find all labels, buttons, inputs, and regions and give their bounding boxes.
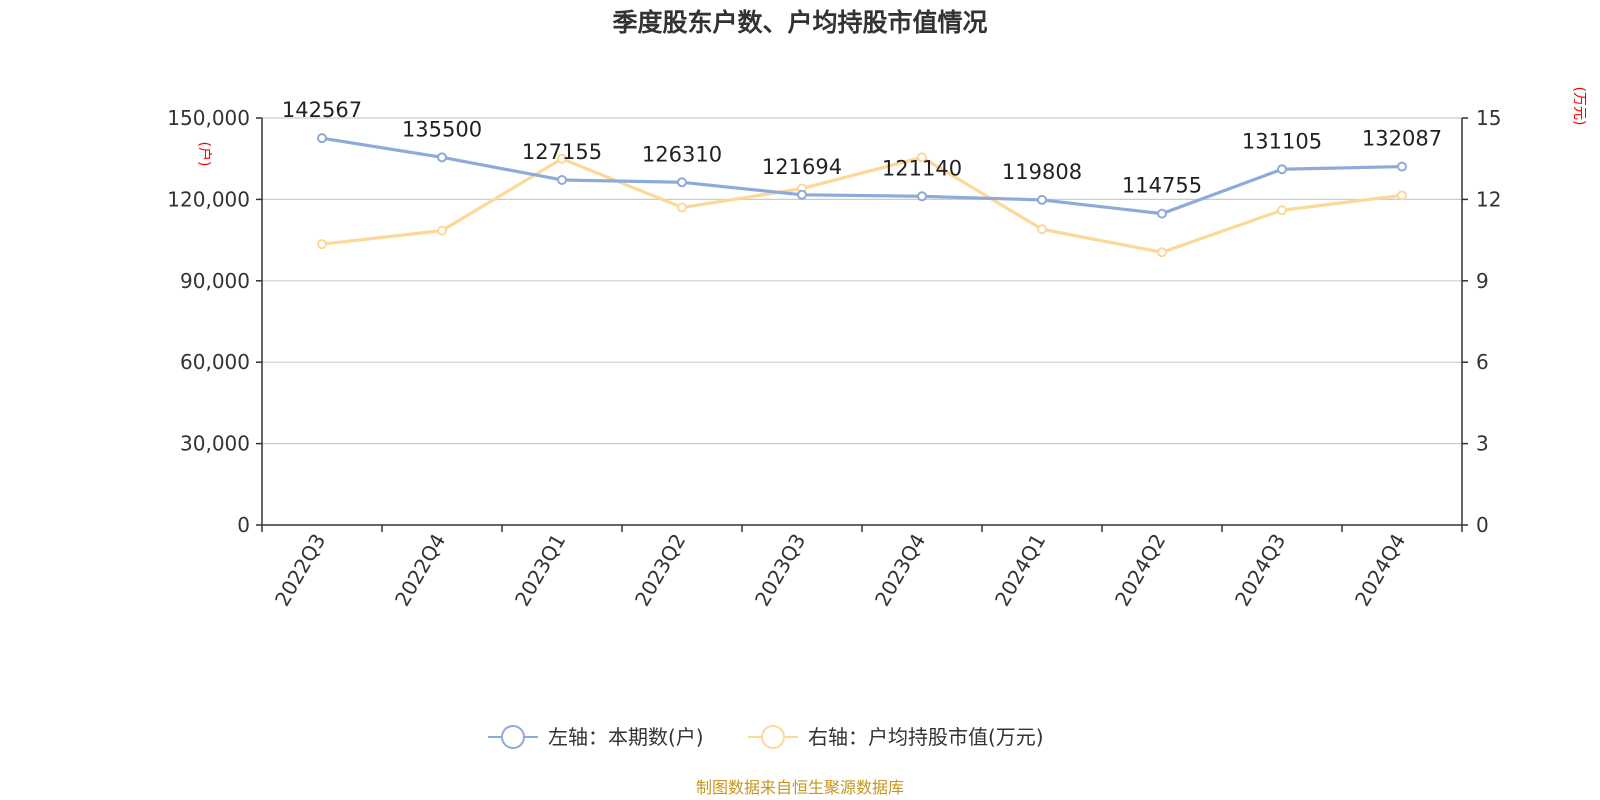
left-tick-label: 30,000 (180, 432, 250, 456)
left-series-point (1037, 194, 1047, 205)
right-series-point (677, 202, 687, 213)
left-tick-label: 150,000 (167, 106, 250, 130)
legend-label: 左轴：本期数(户) (548, 725, 704, 749)
right-series-point (917, 152, 927, 163)
left-series-point (917, 191, 927, 202)
data-label: 135500 (402, 117, 482, 141)
right-tick-label: 9 (1476, 269, 1489, 293)
right-tick-label: 12 (1476, 187, 1501, 211)
legend: 左轴：本期数(户) 右轴：户均持股市值(万元) (488, 725, 1044, 749)
data-label: 142567 (282, 98, 362, 122)
x-tick-label: 2024Q4 (1350, 530, 1410, 611)
left-tick-label: 120,000 (167, 187, 250, 211)
left-tick-label: 0 (237, 513, 250, 537)
x-tick-label: 2024Q3 (1230, 530, 1290, 611)
data-label: 126310 (642, 142, 722, 166)
data-label: 121694 (762, 155, 842, 179)
left-tick-label: 60,000 (180, 350, 250, 374)
grid-lines (262, 117, 1462, 445)
x-tick-label: 2022Q3 (270, 530, 330, 611)
right-axis-unit: (万元) (1571, 87, 1587, 126)
left-series-point (557, 174, 567, 185)
x-tick-label: 2023Q4 (870, 530, 930, 611)
right-series-line (321, 155, 1403, 254)
right-tick-label: 0 (1476, 513, 1489, 537)
right-tick-label: 6 (1476, 350, 1489, 374)
right-series-point (1397, 190, 1407, 201)
right-series-point (557, 153, 567, 164)
x-tick-label: 2022Q4 (390, 530, 450, 611)
right-tick-label: 15 (1476, 106, 1501, 130)
data-label: 132087 (1362, 127, 1442, 151)
right-series-point (317, 239, 327, 250)
left-series-point (1157, 208, 1167, 219)
legend-swatch-marker (501, 725, 525, 749)
x-tick-label: 2024Q2 (1110, 530, 1170, 611)
left-series-point (437, 152, 447, 163)
data-label: 121140 (882, 156, 962, 180)
left-series-point (1397, 161, 1407, 172)
x-tick-label: 2023Q2 (630, 530, 690, 611)
left-axis-unit: (户) (196, 142, 213, 167)
left-series-point (797, 189, 807, 200)
legend-label: 右轴：户均持股市值(万元) (808, 725, 1044, 749)
x-tick-label: 2023Q1 (510, 530, 570, 611)
right-tick-label: 3 (1476, 432, 1489, 456)
right-series-point (1157, 247, 1167, 258)
data-label: 114755 (1122, 174, 1202, 198)
x-tick-label: 2024Q1 (990, 530, 1050, 611)
series-layer: 142567 135500 127155 126310 121694 121140 1198… (282, 98, 1442, 258)
source-note: 制图数据来自恒生聚源数据库 (696, 778, 904, 797)
left-series-line (321, 136, 1403, 216)
legend-swatch-marker (761, 725, 785, 749)
left-series-point (317, 133, 327, 144)
x-tick-label: 2023Q3 (750, 530, 810, 611)
right-series-point (1037, 224, 1047, 235)
right-series-point (437, 225, 447, 236)
left-series-point (1277, 164, 1287, 175)
left-tick-label: 90,000 (180, 269, 250, 293)
data-label: 127155 (522, 140, 602, 164)
left-series-point (677, 177, 687, 188)
data-label: 131105 (1242, 129, 1322, 153)
chart-title: 季度股东户数、户均持股市值情况 (612, 8, 987, 37)
right-series-point (1277, 205, 1287, 216)
data-label: 119808 (1002, 160, 1082, 184)
